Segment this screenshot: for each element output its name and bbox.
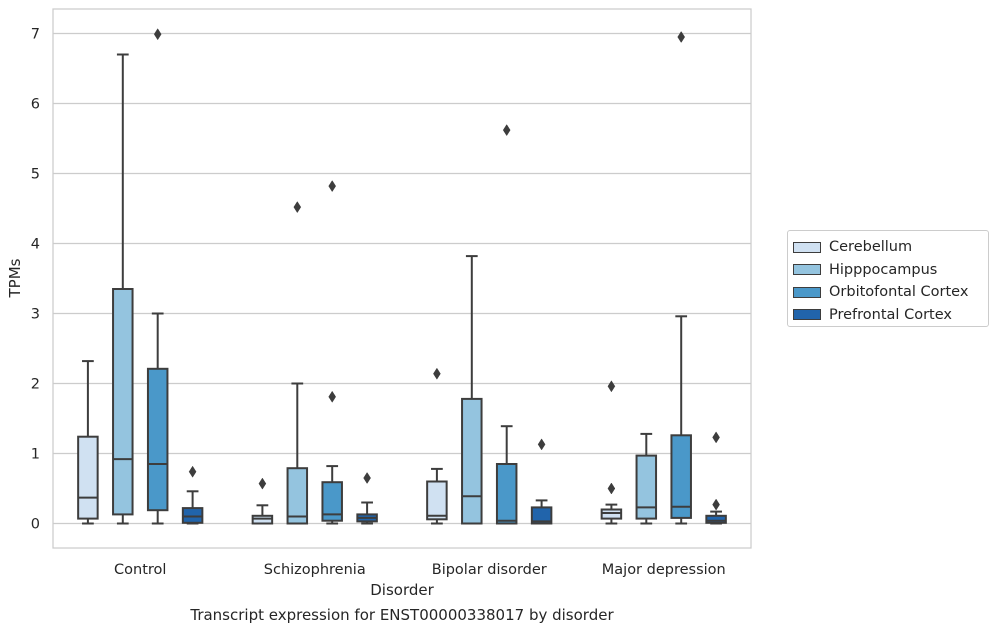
box-cerebellum — [251, 477, 274, 525]
outlier-point — [712, 431, 720, 444]
box-body — [635, 454, 658, 520]
box-body — [321, 481, 343, 522]
x-tick-labels: Control Schizophrenia Bipolar disorder Majo… — [114, 562, 726, 578]
box-prefrontal-cortex — [530, 438, 553, 525]
x-axis-label: Disorder — [370, 581, 434, 599]
legend-swatch — [793, 264, 821, 276]
gridlines — [53, 32, 751, 525]
y-tick-labels: 0 1 2 3 4 5 6 7 — [31, 27, 40, 533]
outlier-point — [363, 472, 371, 484]
box-body — [705, 514, 727, 524]
box-prefrontal-cortex — [705, 431, 727, 525]
box-orbitofontal-cortex — [495, 124, 518, 525]
outlier-point — [502, 124, 511, 137]
y-tick-label: 5 — [31, 167, 40, 183]
y-tick-label: 4 — [31, 237, 40, 253]
legend-item: Orbitofontal Cortex — [793, 281, 988, 304]
outlier-point — [328, 390, 336, 403]
outlier-point — [712, 498, 720, 511]
x-tick-label: Schizophrenia — [264, 562, 366, 578]
y-tick-label: 7 — [31, 27, 40, 43]
x-tick-label: Major depression — [602, 562, 726, 578]
box-prefrontal-cortex — [181, 465, 204, 525]
box-hipppocampus — [635, 432, 658, 525]
legend: Cerebellum Hipppocampus Orbitofontal Cor… — [787, 230, 989, 327]
plot-frame — [52, 8, 752, 549]
box-body — [530, 506, 553, 525]
legend-item: Cerebellum — [793, 236, 988, 259]
box-orbitofontal-cortex — [670, 31, 692, 525]
outlier-point — [677, 31, 685, 43]
box-body — [251, 514, 274, 525]
x-tick-label: Bipolar disorder — [432, 562, 547, 578]
box-groups — [77, 28, 727, 525]
box-body — [286, 467, 309, 525]
legend-label: Orbitofontal Cortex — [829, 284, 969, 301]
y-axis-label: TPMs — [6, 258, 24, 298]
legend-label: Cerebellum — [829, 239, 913, 256]
box-hipppocampus — [112, 53, 134, 525]
box-prefrontal-cortex — [356, 472, 378, 525]
box-orbitofontal-cortex — [321, 180, 343, 525]
y-tick-label: 0 — [31, 517, 40, 533]
legend-swatch — [793, 309, 821, 321]
box-body — [77, 435, 99, 520]
legend-swatch — [793, 241, 821, 253]
y-tick-label: 6 — [31, 97, 40, 113]
box-body — [461, 397, 483, 525]
chart-caption: Transcript expression for ENST0000033801… — [190, 606, 614, 624]
outlier-point — [188, 465, 197, 478]
box-cerebellum — [600, 380, 623, 525]
y-tick-label: 1 — [31, 447, 40, 463]
box-body — [426, 480, 448, 521]
box-orbitofontal-cortex — [146, 28, 169, 525]
legend-label: Prefrontal Cortex — [829, 306, 952, 323]
outlier-point — [293, 201, 302, 214]
box-body — [600, 508, 623, 520]
legend-item: Prefrontal Cortex — [793, 304, 988, 327]
box-cerebellum — [426, 367, 448, 525]
box-body — [181, 507, 204, 524]
legend-item: Hipppocampus — [793, 259, 988, 282]
box-hipppocampus — [286, 201, 309, 525]
legend-label: Hipppocampus — [829, 261, 938, 278]
box-body — [112, 288, 134, 516]
outlier-point — [607, 482, 616, 495]
outlier-point — [258, 477, 267, 490]
outlier-point — [607, 380, 616, 393]
legend-swatch — [793, 286, 821, 298]
outlier-point — [433, 367, 441, 380]
box-body — [670, 434, 692, 519]
y-tick-label: 3 — [31, 307, 40, 323]
outlier-point — [328, 180, 336, 193]
x-tick-label: Control — [114, 562, 166, 578]
box-hipppocampus — [461, 255, 483, 525]
box-body — [146, 367, 169, 512]
outlier-point — [153, 28, 162, 41]
box-cerebellum — [77, 360, 99, 525]
box-body — [495, 463, 518, 525]
outlier-point — [537, 438, 546, 451]
y-tick-label: 2 — [31, 377, 40, 393]
